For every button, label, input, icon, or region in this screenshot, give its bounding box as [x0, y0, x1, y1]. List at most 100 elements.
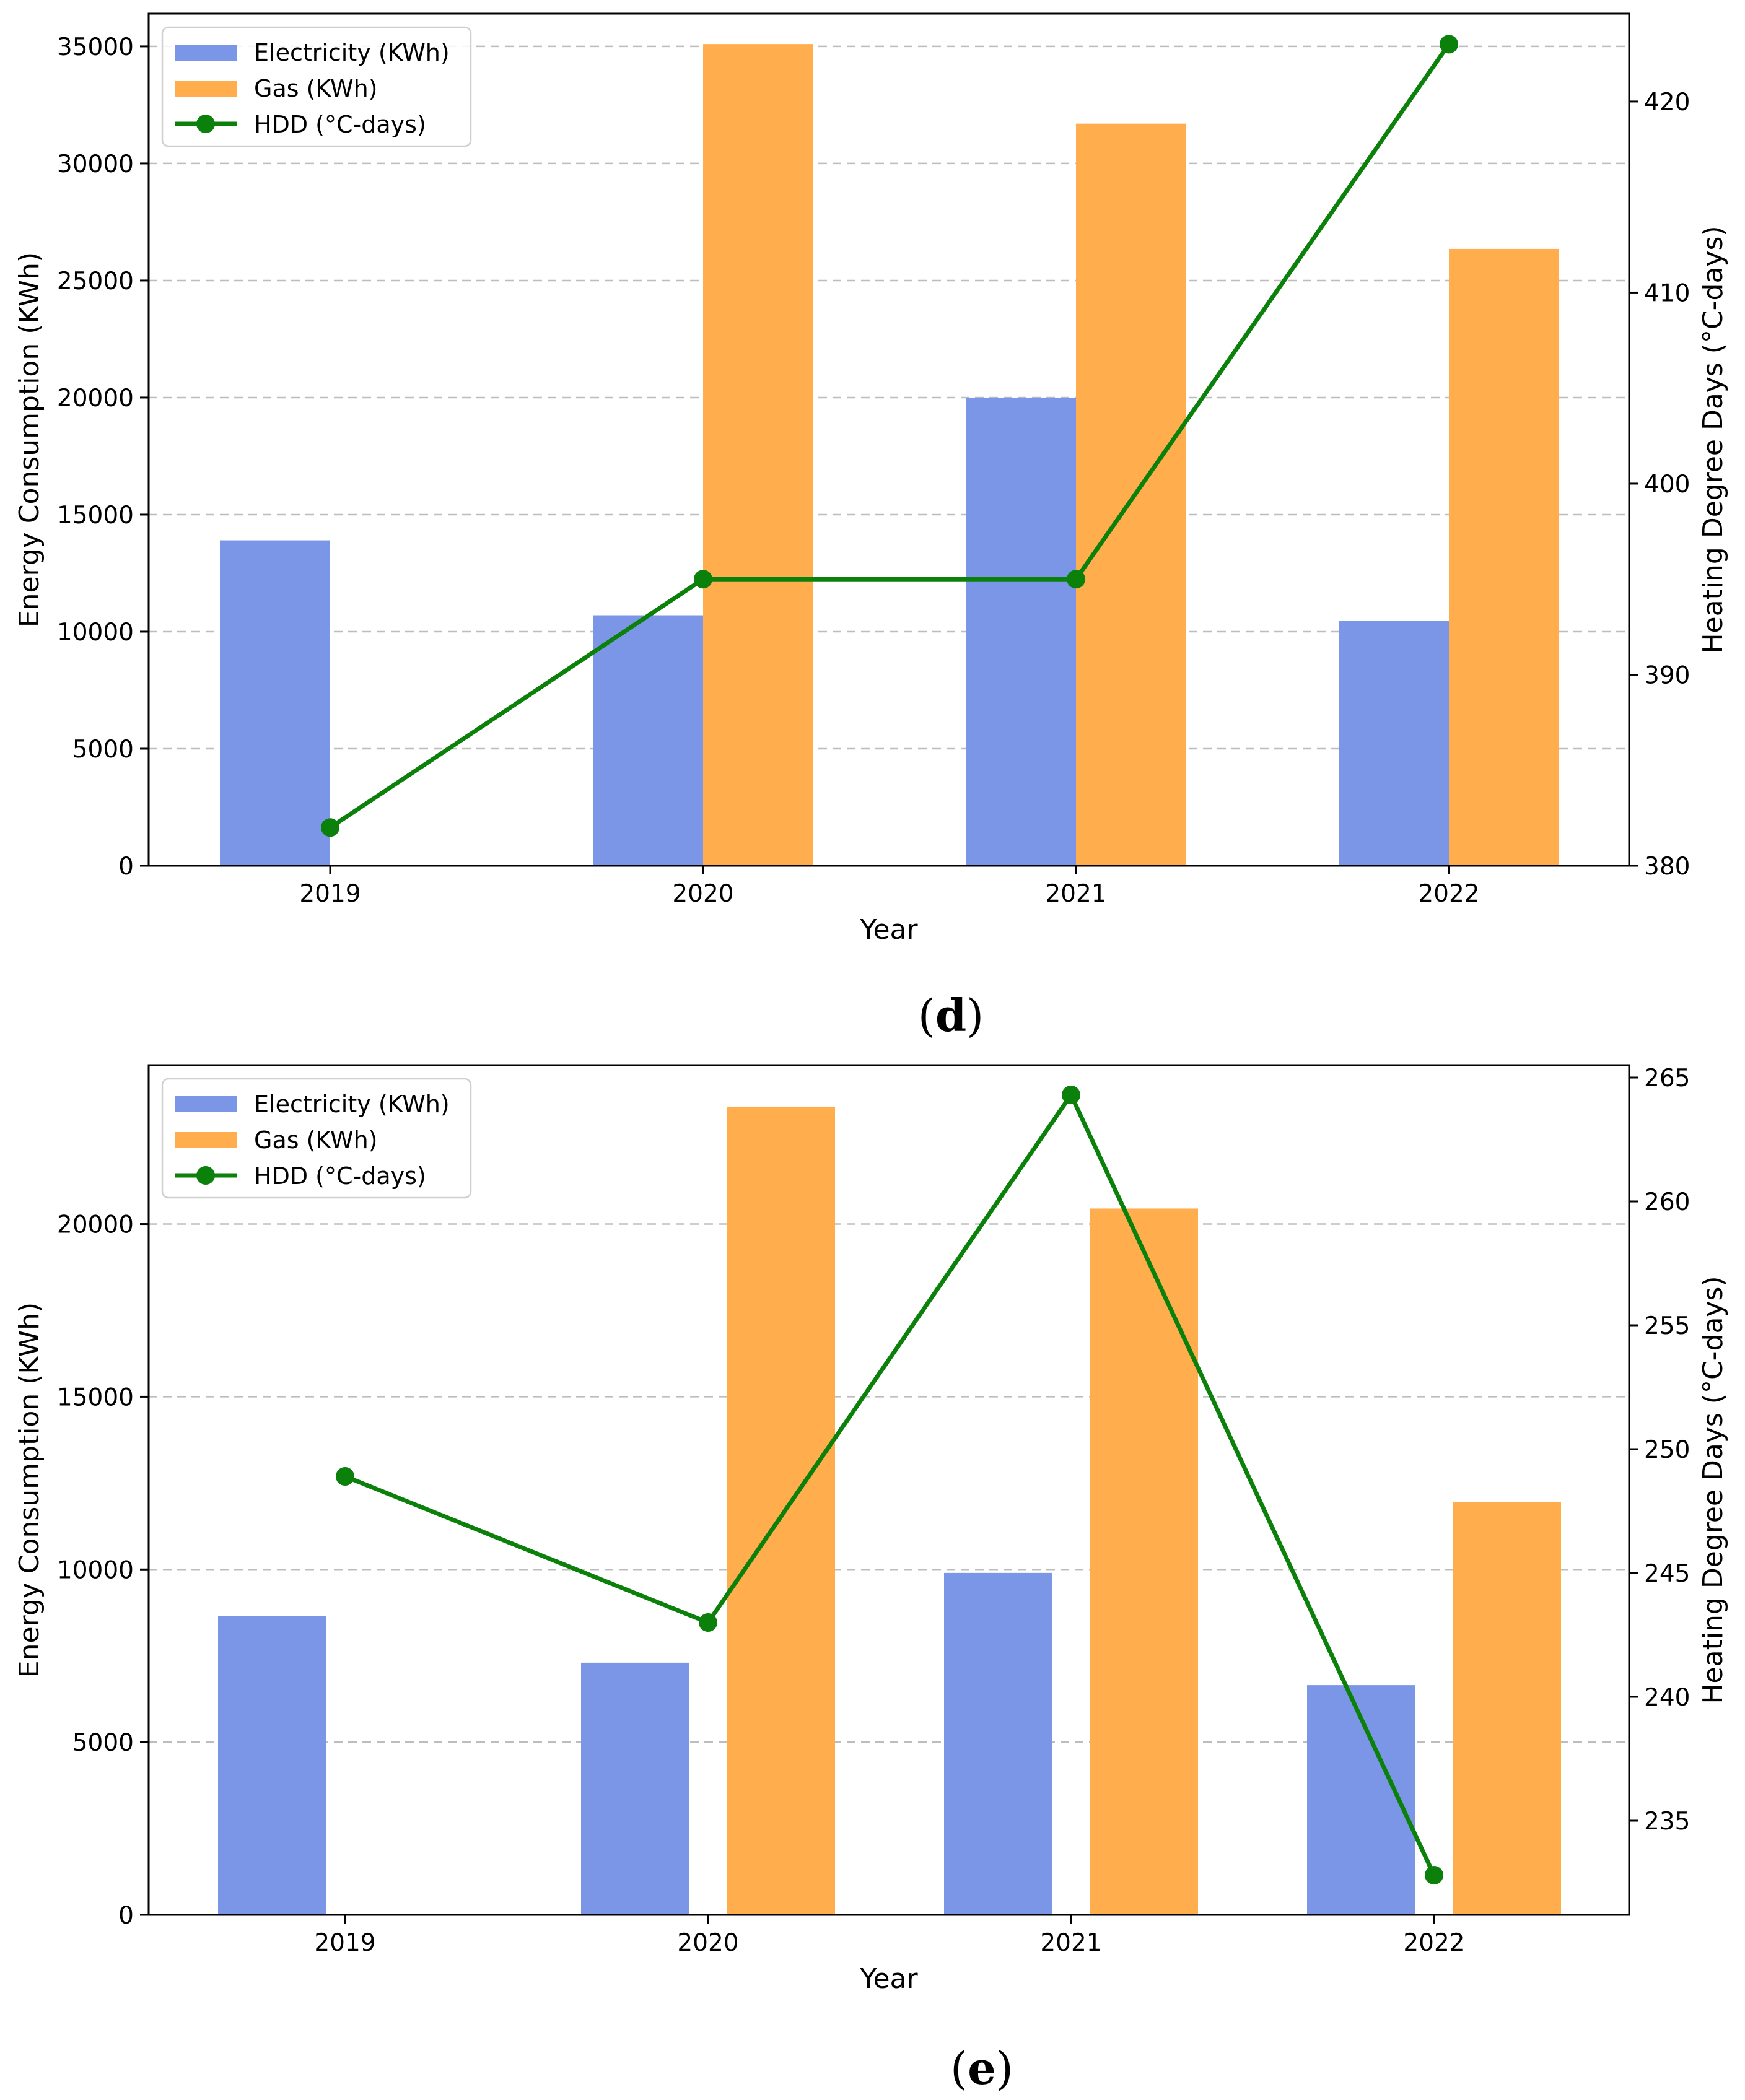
axes — [147, 1064, 1630, 1916]
hdd-point-2019 — [336, 1467, 354, 1486]
legend-swatch-electricity — [175, 1096, 237, 1112]
plot-frame — [147, 1064, 1630, 1916]
gas-bar-2022 — [1449, 248, 1559, 866]
x-tick-label: 2020 — [677, 1929, 738, 1957]
hdd-point-2020 — [694, 570, 712, 589]
gas-bar-2021 — [1076, 123, 1186, 866]
x-tick-label: 2022 — [1403, 1929, 1464, 1957]
hdd-line-series — [321, 35, 1458, 837]
left-tick-labels: 0 5000 10000 15000 20000 25000 30000 35000 — [57, 33, 149, 881]
bar-marks — [218, 1106, 1561, 1915]
x-tick-label: 2019 — [299, 880, 361, 908]
gas-bar-2022 — [1453, 1502, 1561, 1915]
hdd-point-2022 — [1440, 35, 1458, 54]
left-tick-label: 5000 — [72, 736, 134, 764]
legend: Electricity (KWh) Gas (KWh) HDD (°C-days… — [161, 26, 472, 147]
left-tick-label: 15000 — [57, 1383, 134, 1411]
panel-caption-d: (d) — [918, 989, 984, 1042]
legend-label-electricity: Electricity (KWh) — [254, 39, 450, 66]
left-tick-label: 0 — [118, 853, 134, 881]
left-tick-label: 10000 — [57, 619, 134, 647]
right-tick-label: 400 — [1644, 471, 1690, 499]
left-tick-label: 5000 — [72, 1729, 134, 1757]
y-axis-right-label: Heating Degree Days (°C-days) — [1697, 1276, 1729, 1704]
axes — [147, 12, 1630, 867]
electricity-bar-2021 — [966, 397, 1076, 866]
electricity-bar-2020 — [593, 615, 703, 866]
hdd-line — [329, 43, 1451, 830]
x-tick-label: 2019 — [314, 1929, 375, 1957]
right-tick-label: 245 — [1644, 1560, 1690, 1588]
legend-frame — [161, 26, 472, 147]
right-tick-label: 420 — [1644, 89, 1690, 116]
legend-swatch-gas — [175, 81, 237, 97]
gas-bar-2020 — [727, 1106, 835, 1915]
x-axis-label: Year — [859, 914, 918, 946]
legend-label-gas: Gas (KWh) — [254, 1126, 377, 1154]
gas-bar-2020 — [703, 44, 813, 866]
caption-letter: d — [935, 989, 966, 1042]
left-tick-label: 35000 — [57, 33, 134, 61]
left-tick-label: 20000 — [57, 1211, 134, 1239]
left-tick-label: 15000 — [57, 502, 134, 529]
hdd-point-2021 — [1067, 570, 1085, 589]
y-axis-right-label: Heating Degree Days (°C-days) — [1697, 225, 1729, 653]
left-tick-label: 0 — [118, 1902, 134, 1930]
left-tick-label: 30000 — [57, 150, 134, 178]
legend-label-electricity: Electricity (KWh) — [254, 1091, 450, 1118]
left-tick-label: 20000 — [57, 385, 134, 412]
legend-swatch-electricity — [175, 45, 237, 61]
right-tick-label: 260 — [1644, 1188, 1690, 1216]
plot-frame — [147, 12, 1630, 867]
legend: Electricity (KWh) Gas (KWh) HDD (°C-days… — [161, 1078, 472, 1199]
legend-label-hdd: HDD (°C-days) — [254, 111, 426, 138]
x-tick-label: 2022 — [1418, 880, 1479, 908]
left-tick-label: 25000 — [57, 268, 134, 295]
legend-swatch-gas — [175, 1132, 237, 1148]
hdd-line-series — [336, 1086, 1443, 1884]
x-tick-label: 2020 — [672, 880, 733, 908]
legend-label-hdd: HDD (°C-days) — [254, 1162, 426, 1190]
right-tick-label: 235 — [1644, 1808, 1690, 1836]
legend-marker-hdd — [196, 115, 215, 133]
x-axis-label: Year — [859, 1963, 918, 1995]
hdd-point-2020 — [699, 1613, 717, 1632]
x-tick-labels: 2019 2020 2021 2022 — [299, 866, 1480, 908]
x-tick-labels: 2019 2020 2021 2022 — [314, 1915, 1465, 1957]
right-tick-label: 255 — [1644, 1312, 1690, 1340]
right-tick-label: 240 — [1644, 1684, 1690, 1712]
x-tick-label: 2021 — [1045, 880, 1106, 908]
legend-marker-hdd — [196, 1166, 215, 1185]
hdd-point-2021 — [1062, 1086, 1080, 1104]
gas-bar-2021 — [1090, 1208, 1198, 1915]
y-axis-label: Energy Consumption (KWh) — [14, 1302, 45, 1678]
electricity-bar-2019 — [220, 540, 330, 866]
bar-marks — [220, 44, 1559, 866]
electricity-bar-2021 — [944, 1572, 1052, 1915]
right-tick-label: 380 — [1644, 853, 1690, 881]
right-tick-label: 265 — [1644, 1065, 1690, 1092]
gridlines — [149, 1223, 1629, 1743]
right-tick-label: 250 — [1644, 1436, 1690, 1464]
left-tick-labels: 0 5000 10000 15000 20000 — [57, 1211, 149, 1930]
legend-frame — [161, 1078, 472, 1199]
right-tick-label: 390 — [1644, 661, 1690, 689]
electricity-bar-2022 — [1339, 621, 1449, 866]
hdd-point-2019 — [321, 818, 339, 837]
x-tick-label: 2021 — [1040, 1929, 1101, 1957]
right-tick-labels: 235 240 245 250 255 260 265 — [1629, 1065, 1690, 1836]
y-axis-label: Energy Consumption (KWh) — [14, 252, 45, 627]
caption-letter: e — [968, 2042, 996, 2094]
electricity-bar-2020 — [581, 1662, 689, 1915]
hdd-point-2022 — [1425, 1866, 1443, 1884]
right-tick-label: 410 — [1644, 279, 1690, 307]
electricity-bar-2019 — [218, 1616, 326, 1915]
right-tick-labels: 380 390 400 410 420 — [1629, 89, 1690, 881]
panel-caption-e: (e) — [950, 2042, 1013, 2094]
left-tick-label: 10000 — [57, 1556, 134, 1584]
legend-label-gas: Gas (KWh) — [254, 75, 377, 102]
hdd-line — [344, 1092, 1437, 1876]
